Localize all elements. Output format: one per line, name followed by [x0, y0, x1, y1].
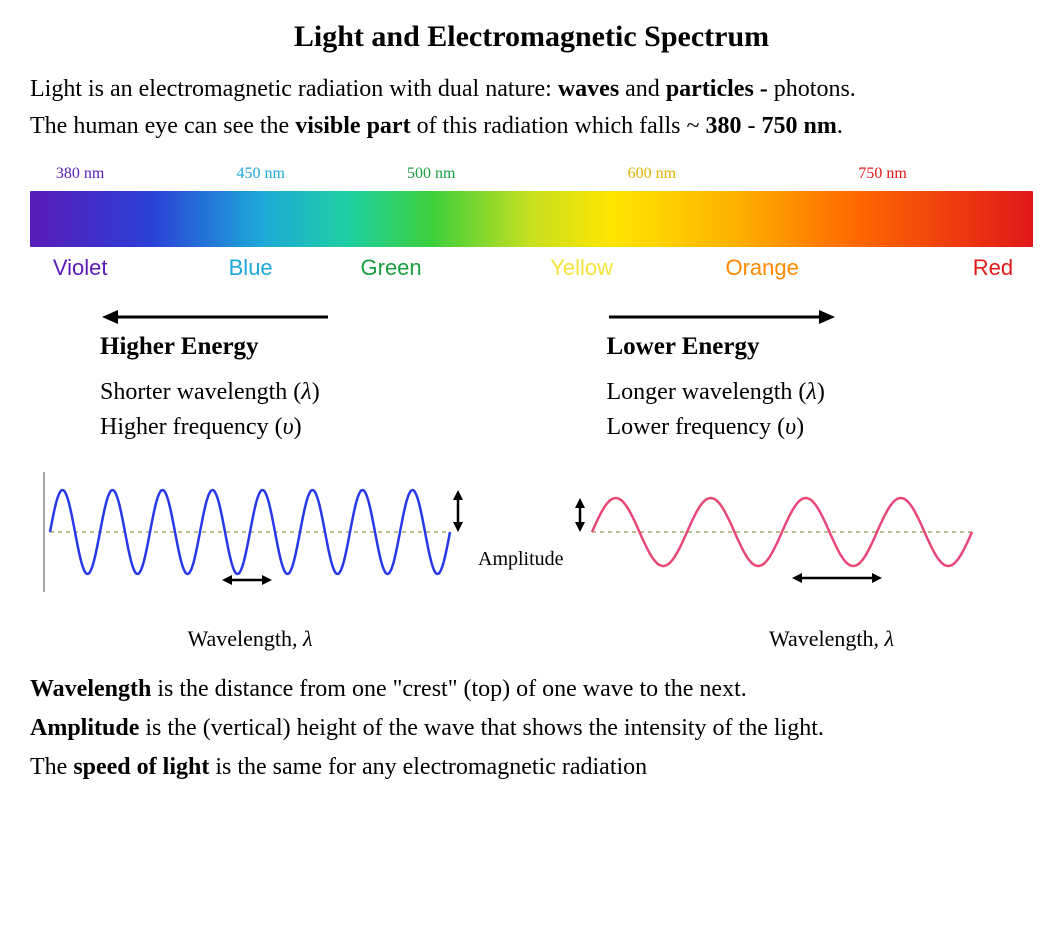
high-freq-wave: Wavelength, λ	[30, 467, 470, 652]
wavelength-caption-right: Wavelength, λ	[572, 626, 992, 652]
def-amplitude: Amplitude is the (vertical) height of th…	[30, 715, 1033, 742]
wavelength-label-row: 380 nm 450 nm 500 nm 600 nm 750 nm	[30, 165, 1033, 191]
intro1-pre: Light is an electromagnetic radiation wi…	[30, 76, 558, 102]
intro1-mid: and	[619, 76, 666, 102]
intro1-post: photons.	[774, 76, 856, 102]
def-wavelength: Wavelength is the distance from one "cre…	[30, 676, 1033, 703]
higher-energy-col: Higher Energy Shorter wavelength (λ) Hig…	[30, 307, 527, 449]
intro-line-1: Light is an electromagnetic radiation wi…	[30, 76, 1033, 103]
color-name-label: Red	[973, 255, 1013, 281]
intro2-b2: 380	[706, 113, 742, 139]
definitions: Wavelength is the distance from one "cre…	[30, 676, 1033, 781]
shorter-wavelength: Shorter wavelength (λ)	[100, 379, 527, 406]
color-name-label: Blue	[229, 255, 273, 281]
left-arrow	[100, 307, 527, 327]
intro2-b3: 750 nm	[762, 113, 837, 139]
higher-frequency: Higher frequency (υ)	[100, 414, 527, 441]
intro2-b1: visible part	[295, 113, 410, 139]
color-name-label: Orange	[725, 255, 798, 281]
amplitude-label: Amplitude	[478, 548, 564, 571]
wavelength-label: 450 nm	[236, 165, 284, 183]
spectrum-gradient-bar	[30, 191, 1033, 247]
wavelength-label: 750 nm	[858, 165, 906, 183]
spectrum-block: 380 nm 450 nm 500 nm 600 nm 750 nm Violet Blu…	[30, 165, 1033, 285]
intro1-b2: particles -	[666, 76, 774, 102]
color-name-label: Green	[361, 255, 422, 281]
energy-section: Higher Energy Shorter wavelength (λ) Hig…	[30, 307, 1033, 449]
wavelength-label: 600 nm	[628, 165, 676, 183]
lower-frequency: Lower frequency (υ)	[607, 414, 1034, 441]
low-freq-wave: Wavelength, λ	[572, 467, 992, 652]
lower-energy-col: Lower Energy Longer wavelength (λ) Lower…	[527, 307, 1034, 449]
intro1-b1: waves	[558, 76, 619, 102]
page-title: Light and Electromagnetic Spectrum	[30, 20, 1033, 54]
higher-energy-title: Higher Energy	[100, 333, 527, 361]
right-arrow	[607, 307, 1034, 327]
intro2-post: .	[837, 113, 843, 139]
intro-line-2: The human eye can see the visible part o…	[30, 113, 1033, 140]
color-name-label: Yellow	[550, 255, 613, 281]
color-name-row: Violet Blue Green Yellow Orange Red	[30, 255, 1033, 285]
color-name-label: Violet	[53, 255, 108, 281]
def-speed-of-light: The speed of light is the same for any e…	[30, 754, 1033, 781]
wavelength-caption-left: Wavelength, λ	[30, 626, 470, 652]
intro2-pre: The human eye can see the	[30, 113, 295, 139]
lower-energy-title: Lower Energy	[607, 333, 1034, 361]
wavelength-label: 500 nm	[407, 165, 455, 183]
longer-wavelength: Longer wavelength (λ)	[607, 379, 1034, 406]
wavelength-label: 380 nm	[56, 165, 104, 183]
intro2-mid: of this radiation which falls ~	[411, 113, 706, 139]
waves-section: Wavelength, λ Amplitude Wavelength, λ	[30, 467, 1033, 652]
intro2-dash: -	[742, 113, 762, 139]
